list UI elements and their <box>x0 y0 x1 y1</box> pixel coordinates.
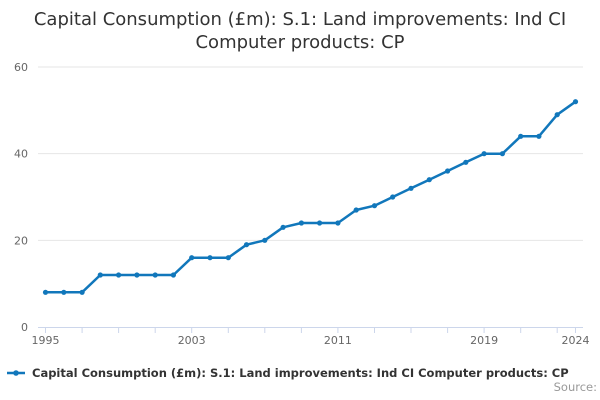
data-point-marker[interactable] <box>42 289 49 295</box>
chart-title-line1: Capital Consumption (£m): S.1: Land impr… <box>33 9 567 30</box>
data-point-marker[interactable] <box>499 151 505 157</box>
x-axis-label: 2011 <box>324 334 352 347</box>
data-point-marker[interactable] <box>79 289 85 295</box>
data-point-marker[interactable] <box>225 255 231 261</box>
chart-title: Capital Consumption (£m): S.1: Land impr… <box>0 8 600 54</box>
data-point-marker[interactable] <box>445 168 451 174</box>
data-point-marker[interactable] <box>152 272 158 278</box>
data-point-marker[interactable] <box>481 151 487 157</box>
data-point-marker[interactable] <box>170 272 176 278</box>
data-point-marker[interactable] <box>243 242 250 248</box>
data-point-marker[interactable] <box>97 272 103 278</box>
y-axis-label: 60 <box>14 61 28 74</box>
data-point-marker[interactable] <box>335 220 341 226</box>
legend-label[interactable]: Capital Consumption (£m): S.1: Land impr… <box>32 366 569 380</box>
data-point-marker[interactable] <box>189 255 195 261</box>
series-line[interactable] <box>44 100 577 294</box>
legend-line-marker-icon <box>7 370 25 376</box>
data-point-marker[interactable] <box>408 185 414 191</box>
data-point-marker[interactable] <box>116 272 122 278</box>
data-point-marker[interactable] <box>262 237 268 243</box>
x-axis-label: 2019 <box>470 334 498 347</box>
source-credit: Source: <box>553 380 597 394</box>
data-point-marker[interactable] <box>390 194 396 200</box>
data-point-marker[interactable] <box>61 289 67 295</box>
data-point-marker[interactable] <box>207 255 213 261</box>
data-point-marker[interactable] <box>134 272 140 278</box>
x-axis-label: 2003 <box>178 334 206 347</box>
data-point-marker[interactable] <box>298 220 304 226</box>
x-axis-label: 1995 <box>32 334 60 347</box>
y-axis-label: 0 <box>21 321 28 334</box>
data-point-marker[interactable] <box>426 177 432 183</box>
data-point-marker[interactable] <box>572 99 579 105</box>
data-point-marker[interactable] <box>353 207 359 213</box>
data-point-marker[interactable] <box>554 112 560 118</box>
data-point-marker[interactable] <box>518 133 524 139</box>
data-point-marker[interactable] <box>536 133 542 139</box>
data-point-marker[interactable] <box>463 159 469 165</box>
plot-area: 0 20 40 60 1995 2003 2011 2019 2024 <box>14 61 590 347</box>
data-point-marker[interactable] <box>371 203 378 209</box>
data-point-marker[interactable] <box>317 220 323 226</box>
data-point-marker[interactable] <box>280 224 286 230</box>
x-axis-label: 2024 <box>562 334 590 347</box>
y-axis-label: 20 <box>14 234 28 247</box>
chart-title-line2: Computer products: CP <box>195 32 405 53</box>
y-axis-label: 40 <box>14 148 28 161</box>
legend-item[interactable]: Capital Consumption (£m): S.1: Land impr… <box>5 364 569 382</box>
